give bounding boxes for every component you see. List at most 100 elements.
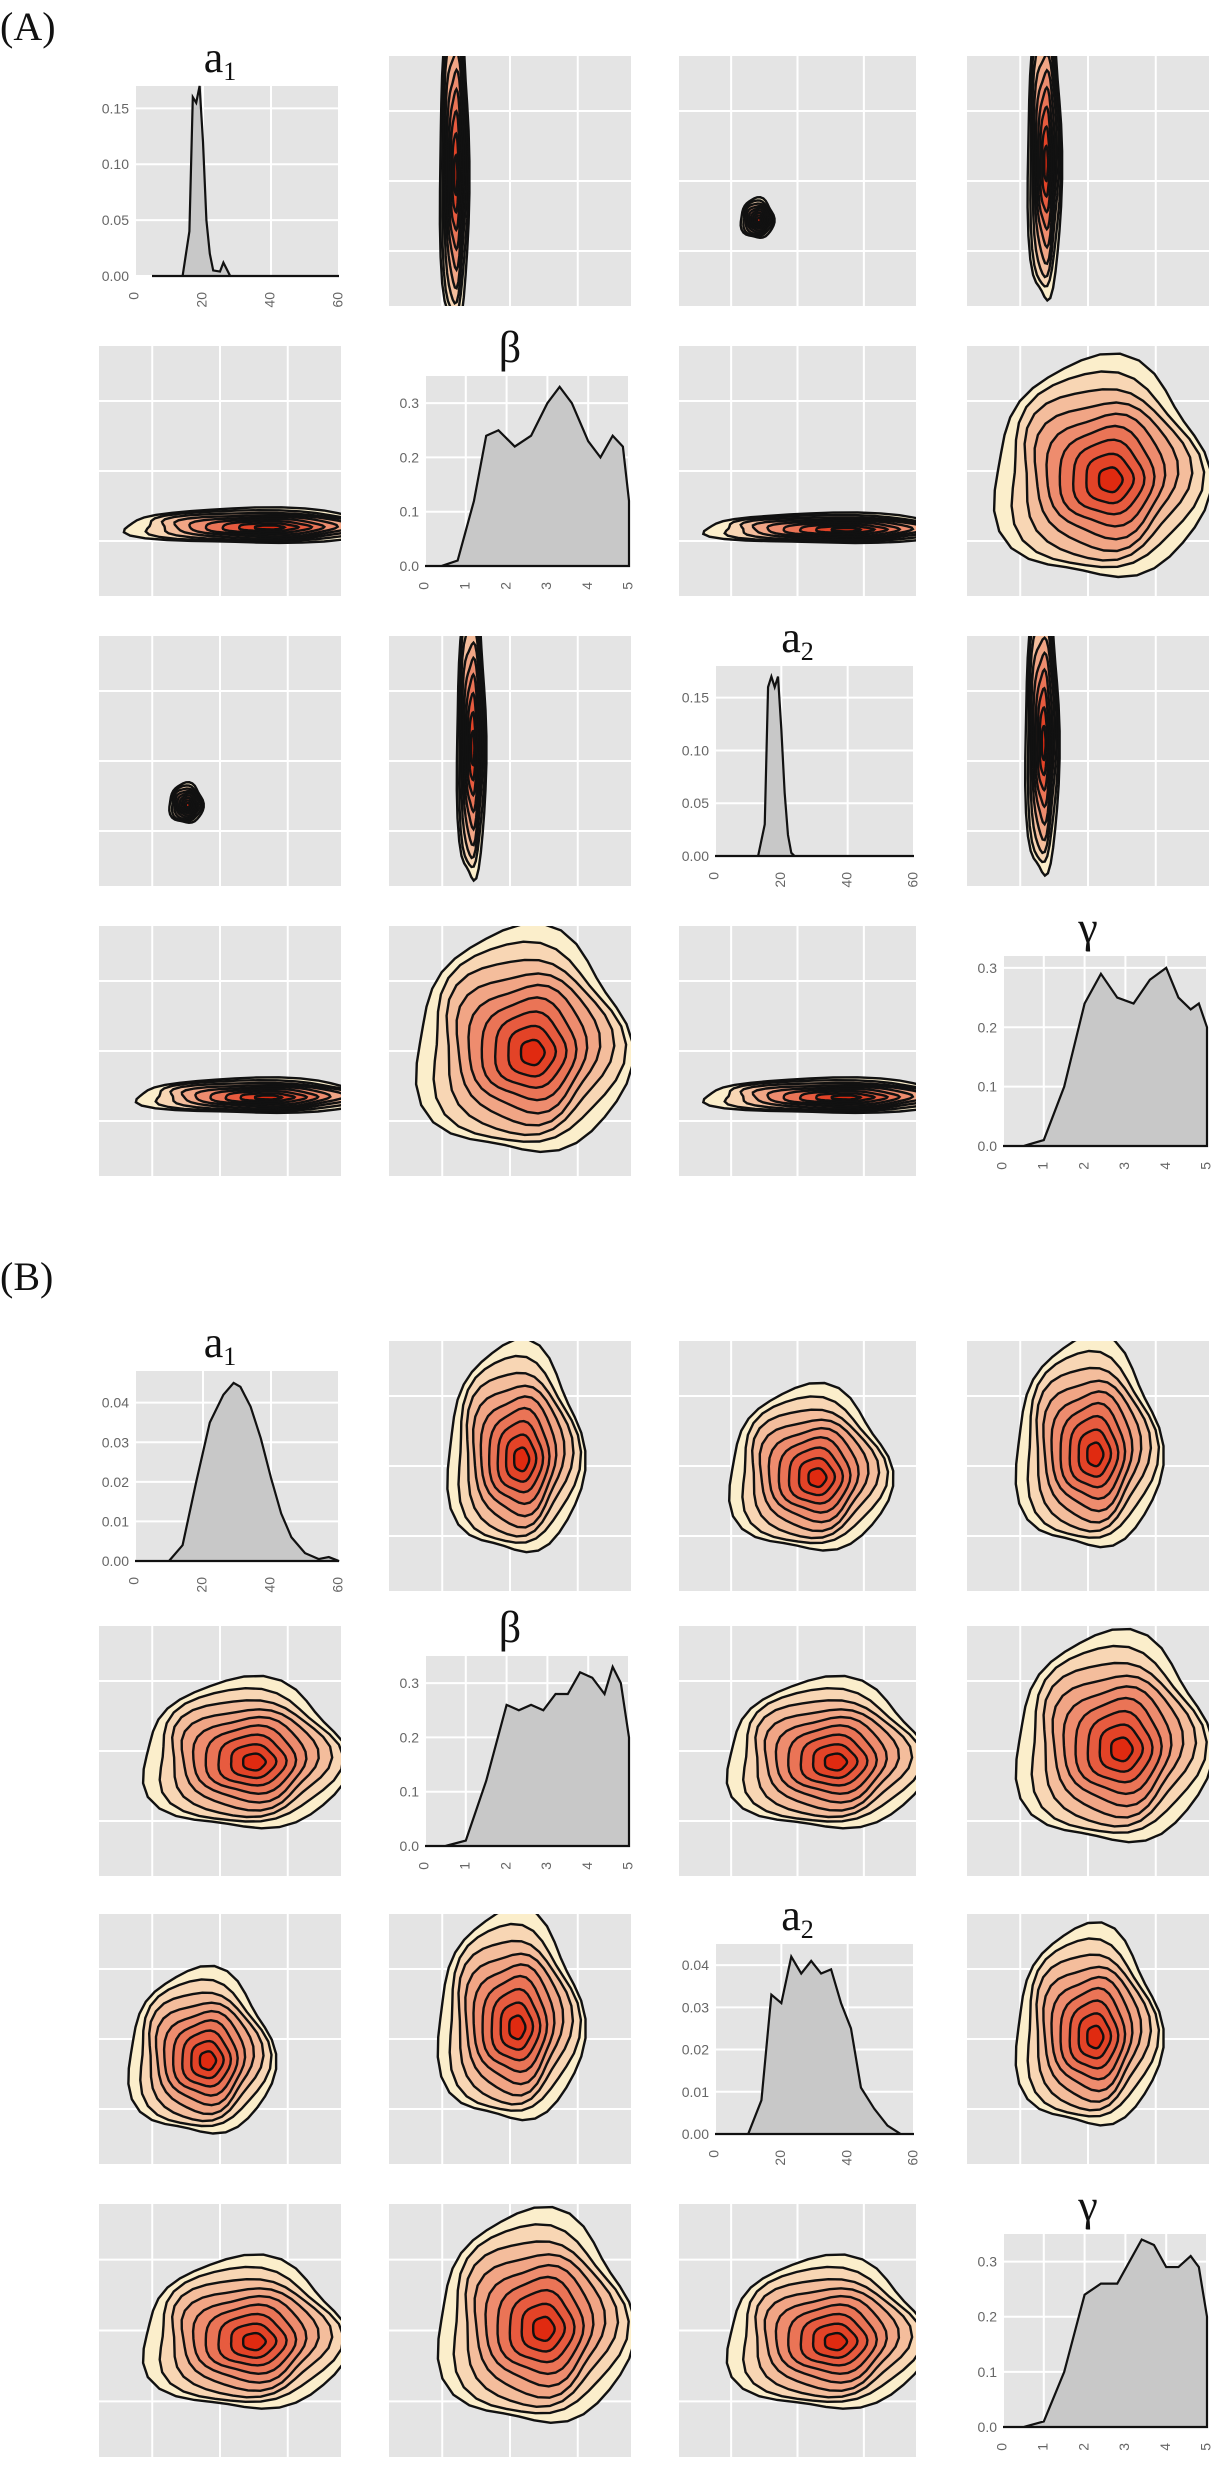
x-tick-label: 0 bbox=[994, 1162, 1010, 1170]
contour-level bbox=[242, 1752, 268, 1772]
y-tick-label: 0.03 bbox=[682, 1999, 709, 2015]
contour-group bbox=[739, 195, 776, 240]
x-tick-label: 1 bbox=[457, 1862, 473, 1870]
y-tick-label: 0.0 bbox=[978, 2419, 998, 2435]
pair-cell-r2-c0 bbox=[99, 1914, 341, 2164]
density-curve-a1 bbox=[135, 1381, 340, 1563]
contour-level bbox=[755, 216, 762, 224]
x-tick-label: 0 bbox=[994, 2443, 1010, 2451]
pair-cell-r0-c2 bbox=[679, 56, 916, 306]
contour-level bbox=[1097, 466, 1124, 494]
y-tick-label: 0.15 bbox=[682, 690, 709, 706]
x-tick-label: 3 bbox=[1116, 2443, 1132, 2451]
diag-cell-gamma: 0 1 2 3 4 5 0.0 0.1 0.2 0.3 γ bbox=[978, 2181, 1214, 2451]
density-curve-gamma bbox=[1003, 966, 1209, 1148]
diag-plot-bg bbox=[135, 86, 339, 276]
x-tick-label: 0 bbox=[416, 582, 432, 590]
contour-group bbox=[1023, 636, 1061, 878]
contour-group bbox=[168, 780, 205, 825]
y-tick-label: 0.04 bbox=[682, 1957, 709, 1973]
pair-cell-r1-c0 bbox=[99, 1626, 341, 1876]
contour-level bbox=[1086, 1441, 1105, 1468]
y-tick-label: 0.2 bbox=[400, 1729, 420, 1745]
panel-label-b: (B) bbox=[0, 1254, 53, 1299]
pair-cell-r0-c1 bbox=[389, 1341, 631, 1591]
contour-group bbox=[725, 2253, 916, 2410]
contour-level bbox=[532, 2315, 556, 2343]
contour-level bbox=[830, 1094, 863, 1101]
diag-cell-gamma: 0 1 2 3 4 5 0.0 0.1 0.2 0.3 γ bbox=[978, 903, 1214, 1170]
contour-group bbox=[727, 1381, 895, 1552]
y-tick-label: 0.2 bbox=[978, 1019, 998, 1035]
x-tick-label: 0 bbox=[416, 1862, 432, 1870]
pair-cell-r1-c0 bbox=[99, 346, 341, 596]
contour-group bbox=[414, 926, 631, 1154]
x-tick-label: 2 bbox=[497, 1862, 513, 1870]
x-tick-label: 0 bbox=[126, 292, 142, 300]
contour-group bbox=[992, 352, 1209, 579]
contour-group bbox=[701, 511, 916, 545]
x-tick-label: 2 bbox=[1075, 2443, 1091, 2451]
y-tick-label: 0.10 bbox=[682, 742, 709, 758]
contour-group bbox=[134, 1076, 341, 1115]
diag-title-gamma: γ bbox=[1077, 903, 1097, 952]
y-tick-label: 0.0 bbox=[400, 558, 420, 574]
contour-group bbox=[127, 1964, 278, 2135]
contour-level bbox=[508, 2014, 527, 2041]
pair-cell-r2-c1 bbox=[389, 636, 631, 886]
y-tick-label: 0.1 bbox=[400, 504, 420, 520]
y-tick-label: 0.04 bbox=[102, 1395, 129, 1411]
y-tick-label: 0.3 bbox=[978, 2254, 998, 2270]
x-tick-label: 3 bbox=[538, 582, 554, 590]
diag-title-gamma: γ bbox=[1077, 2181, 1097, 2230]
x-tick-label: 40 bbox=[838, 2150, 854, 2166]
contour-level bbox=[242, 2331, 268, 2352]
diag-cell-beta: 0 1 2 3 4 5 0.0 0.1 0.2 0.3 β bbox=[400, 323, 636, 590]
y-tick-label: 0.1 bbox=[978, 2364, 998, 2380]
pair-cell-r2-c1 bbox=[389, 1914, 631, 2164]
pair-cell-r3-c1 bbox=[389, 2204, 631, 2457]
contour-group bbox=[1014, 1627, 1209, 1844]
diag-title-beta: β bbox=[499, 323, 521, 372]
density-curve-beta bbox=[425, 1663, 631, 1848]
diag-cell-a1: 0 20 40 60 0.00 0.01 0.02 0.03 0.04 a1 bbox=[102, 1318, 346, 1593]
pair-cell-r0-c1 bbox=[389, 56, 631, 306]
y-tick-label: 0.15 bbox=[102, 100, 129, 116]
contour-level bbox=[1086, 2024, 1105, 2050]
contour-level bbox=[1040, 724, 1047, 762]
y-tick-label: 0.01 bbox=[102, 1513, 129, 1529]
x-tick-label: 3 bbox=[1116, 1162, 1132, 1170]
contour-group bbox=[1014, 1921, 1165, 2127]
x-tick-label: 40 bbox=[262, 1577, 278, 1593]
y-tick-label: 0.0 bbox=[400, 1838, 420, 1854]
x-tick-label: 20 bbox=[772, 2150, 788, 2166]
y-tick-label: 0.05 bbox=[682, 795, 709, 811]
contour-group bbox=[1026, 56, 1064, 303]
x-tick-label: 4 bbox=[1157, 1162, 1173, 1170]
diag-cell-a2: 0 20 40 60 0.00 0.01 0.02 0.03 0.04 a2 bbox=[682, 1891, 921, 2166]
contour-level bbox=[823, 1752, 849, 1772]
x-tick-label: 1 bbox=[457, 582, 473, 590]
contour-level bbox=[513, 1446, 531, 1473]
diag-title-beta: β bbox=[499, 1603, 521, 1652]
pair-cell-r0-c3 bbox=[967, 1341, 1209, 1591]
x-tick-label: 20 bbox=[194, 1577, 210, 1593]
contour-level bbox=[807, 1467, 828, 1489]
y-tick-label: 0.05 bbox=[102, 212, 129, 228]
diag-title-a2: a2 bbox=[781, 1891, 814, 1944]
diag-title-a1: a1 bbox=[204, 1318, 237, 1371]
y-tick-label: 0.00 bbox=[102, 268, 129, 284]
contour-level bbox=[519, 1038, 546, 1067]
x-tick-label: 40 bbox=[262, 292, 278, 308]
contour-level bbox=[253, 524, 287, 531]
x-tick-label: 0 bbox=[706, 2150, 722, 2158]
y-tick-label: 0.1 bbox=[400, 1784, 420, 1800]
contour-group bbox=[455, 636, 488, 883]
pair-cell-r2-c3 bbox=[967, 636, 1209, 886]
x-tick-label: 60 bbox=[905, 872, 921, 888]
diag-cell-a1: 0 20 40 60 0.00 0.05 0.10 0.15 a1 bbox=[102, 33, 346, 308]
contour-level bbox=[823, 2331, 849, 2352]
x-tick-label: 40 bbox=[838, 872, 854, 888]
